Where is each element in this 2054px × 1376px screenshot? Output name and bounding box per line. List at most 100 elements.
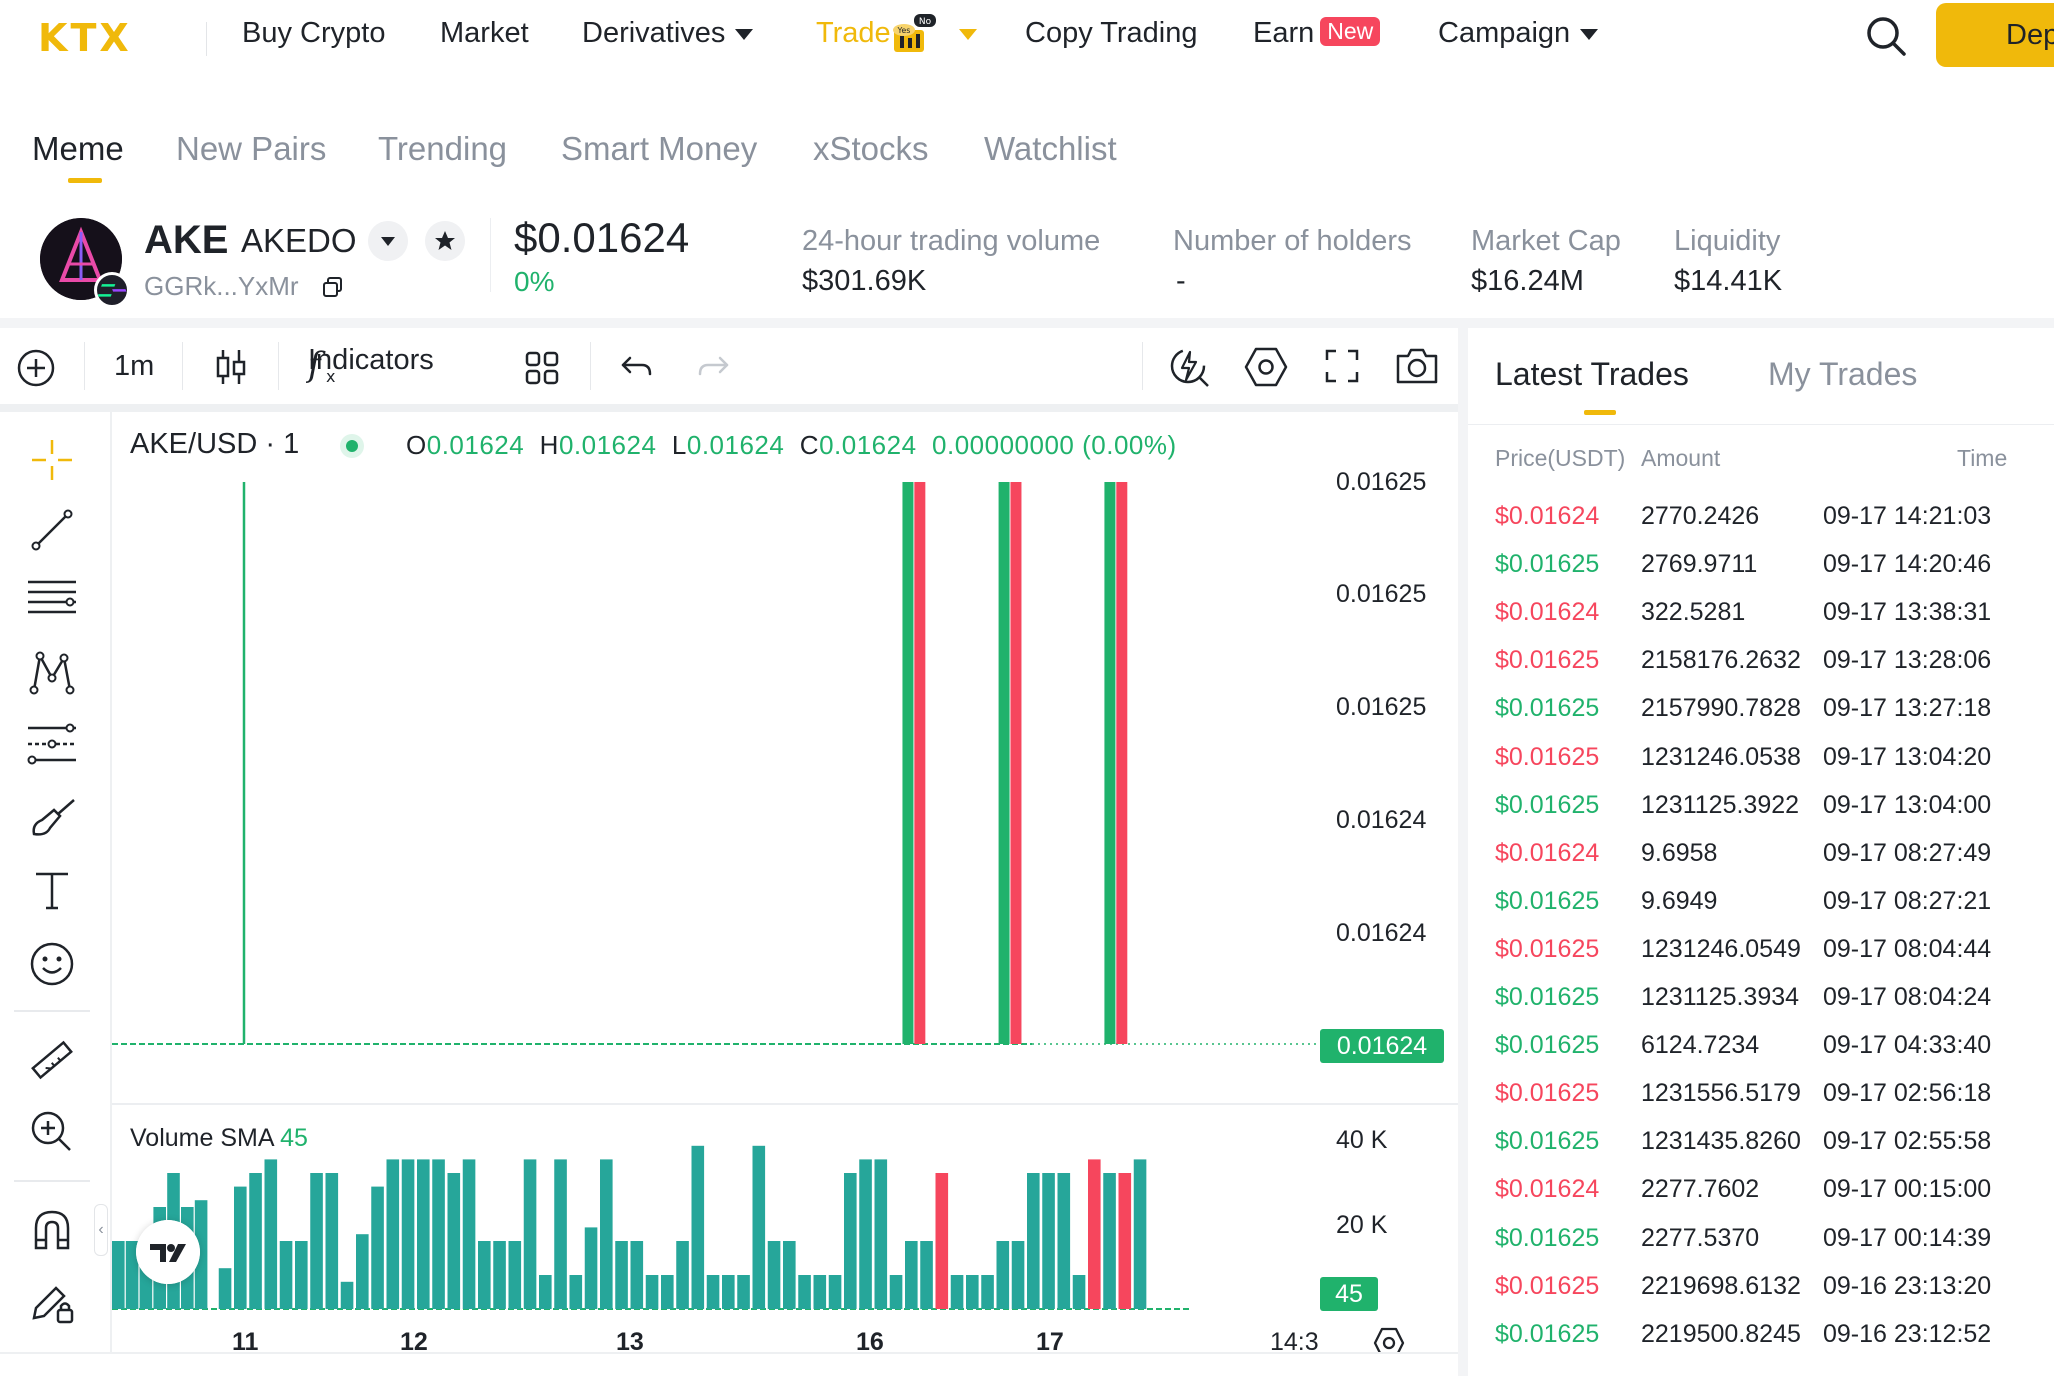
price-candle — [1010, 482, 1022, 1044]
subtab-meme[interactable]: Meme — [32, 130, 124, 167]
trade-amount: 2157990.7828 — [1641, 694, 1801, 723]
subtab-trending[interactable]: Trending — [378, 130, 508, 167]
trade-row: $0.01625 2157990.7828 09-17 13:27:18 — [1468, 694, 2054, 742]
volume-label-text: Volume — [130, 1124, 214, 1152]
indicators-button[interactable]: Indicators — [308, 344, 434, 376]
fullscreen-icon[interactable] — [1324, 348, 1360, 384]
trade-row: $0.01624 2770.2426 09-17 14:21:03 — [1468, 502, 2054, 550]
zoom-in-icon[interactable] — [28, 1108, 74, 1154]
volume-bar — [813, 1275, 827, 1309]
nav-copy-trading[interactable]: Copy Trading — [1025, 17, 1198, 50]
trade-price: $0.01625 — [1495, 742, 1600, 771]
settings-icon[interactable] — [1244, 346, 1288, 388]
trade-gift-no: No — [919, 17, 932, 27]
stat-marketcap-label: Market Cap — [1471, 225, 1621, 257]
screenshot-camera-icon[interactable] — [1394, 346, 1440, 386]
price-axis-tick: 0.01625 — [1336, 580, 1427, 608]
subtab-xstocks[interactable]: xStocks — [813, 130, 929, 167]
volume-bar — [569, 1275, 583, 1309]
search-icon[interactable] — [1864, 14, 1908, 58]
trade-time: 09-17 13:04:20 — [1823, 742, 1992, 771]
volume-bar — [371, 1186, 384, 1309]
price-axis-tick: 0.01625 — [1336, 693, 1427, 721]
deposit-button[interactable]: Deposit — [1936, 3, 2054, 67]
undo-icon[interactable] — [620, 352, 654, 382]
tradingview-logo[interactable] — [136, 1220, 200, 1284]
subtab-smart-money[interactable]: Smart Money — [561, 130, 758, 167]
token-address: GGRk...YxMr — [144, 271, 299, 301]
candle-style-icon[interactable] — [214, 346, 248, 388]
volume-bar — [356, 1234, 369, 1309]
ruler-icon[interactable] — [28, 1036, 76, 1084]
volume-bar — [920, 1241, 933, 1309]
tab-my-trades[interactable]: My Trades — [1768, 356, 1918, 392]
nav-derivatives[interactable]: Derivatives — [582, 17, 754, 50]
token-dropdown-button[interactable] — [368, 221, 408, 261]
trend-line-icon[interactable] — [30, 508, 74, 552]
ktx-logo[interactable]: KTX — [38, 16, 132, 60]
trade-row: $0.01625 1231125.3922 09-17 13:04:00 — [1468, 791, 2054, 839]
section-separator — [0, 318, 2054, 328]
volume-value-tag: 45 — [1320, 1277, 1378, 1311]
brush-icon[interactable] — [28, 796, 78, 840]
horizontal-lines-icon[interactable] — [26, 576, 78, 620]
time-axis-tick: 17 — [1036, 1328, 1064, 1356]
emoji-icon[interactable] — [28, 940, 76, 988]
function-icon: f x — [306, 346, 335, 386]
volume-bar — [554, 1159, 567, 1309]
volume-bar — [981, 1275, 994, 1309]
prediction-icon[interactable] — [26, 722, 78, 766]
price-candle — [1116, 482, 1128, 1044]
magnet-icon[interactable] — [30, 1208, 74, 1252]
new-badge: New — [1320, 17, 1381, 46]
ohlc-change: 0.00000000 (0.00%) — [932, 430, 1177, 460]
volume-bar — [874, 1159, 888, 1309]
trades-panel — [1468, 328, 2054, 1376]
nav-market[interactable]: Market — [440, 17, 529, 50]
lock-drawing-icon[interactable] — [28, 1278, 76, 1326]
chevron-down-icon — [735, 28, 754, 40]
crosshair-icon[interactable] — [30, 438, 74, 482]
time-axis-tick: 14:3 — [1270, 1328, 1319, 1356]
trade-price: $0.01625 — [1495, 646, 1600, 675]
volume-bar — [340, 1281, 354, 1309]
nav-trade[interactable]: Trade — [816, 17, 977, 50]
trade-price: $0.01625 — [1495, 1127, 1600, 1156]
copy-icon[interactable] — [322, 276, 344, 298]
text-tool-icon[interactable] — [32, 868, 72, 912]
pattern-icon[interactable] — [28, 650, 76, 696]
volume-axis-tick: 40 K — [1336, 1126, 1388, 1154]
volume-bar — [1027, 1173, 1040, 1309]
redo-icon[interactable] — [696, 352, 730, 382]
price-chart[interactable] — [112, 412, 1458, 1352]
toolbar-bottom-border — [0, 404, 1458, 412]
toolbar-separator — [182, 342, 183, 390]
trade-amount: 2277.5370 — [1641, 1223, 1760, 1252]
trade-promo-icon[interactable]: Yes No — [890, 12, 938, 54]
tab-latest-trades[interactable]: Latest Trades — [1495, 356, 1689, 392]
volume-indicator-label[interactable]: Volume SMA 45 — [130, 1124, 308, 1153]
layout-grid-icon[interactable] — [524, 350, 560, 386]
trade-gift-yes: Yes — [897, 26, 911, 35]
quick-action-icon[interactable] — [1168, 344, 1212, 388]
volume-bar — [645, 1275, 659, 1309]
subtab-new-pairs[interactable]: New Pairs — [176, 130, 327, 167]
toolbar-separator — [1142, 342, 1143, 390]
favorite-star-button[interactable] — [425, 221, 465, 261]
nav-earn[interactable]: Earn New — [1253, 17, 1381, 50]
volume-bar — [996, 1241, 1010, 1309]
trade-price: $0.01625 — [1495, 694, 1600, 723]
col-header-time: Time — [1957, 445, 2008, 471]
nav-earn-label: Earn — [1253, 17, 1315, 49]
drawing-toolbar-border — [110, 412, 112, 1352]
nav-buy-crypto[interactable]: Buy Crypto — [242, 17, 385, 50]
collapse-toolbar-handle[interactable]: ‹ — [94, 1204, 108, 1256]
price-axis-tick: 0.01624 — [1336, 919, 1427, 947]
nav-campaign[interactable]: Campaign — [1438, 17, 1599, 50]
add-symbol-icon[interactable] — [16, 348, 56, 388]
trade-amount: 2769.9711 — [1641, 550, 1758, 579]
interval-selector[interactable]: 1m — [114, 350, 155, 382]
token-name: AKEDO — [241, 222, 357, 259]
subtab-watchlist[interactable]: Watchlist — [984, 130, 1117, 167]
trade-amount: 6124.7234 — [1641, 1031, 1760, 1060]
